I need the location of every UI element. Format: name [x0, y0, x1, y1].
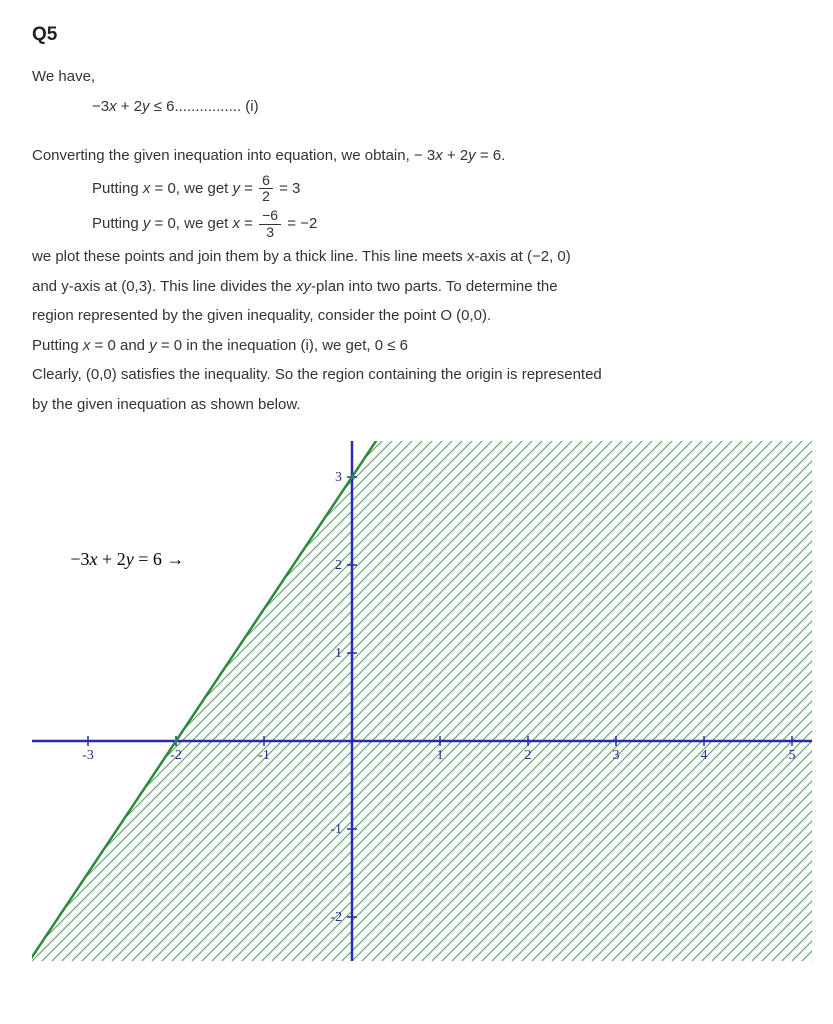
t5c: =: [240, 215, 257, 232]
text-line-10: Clearly, (0,0) satisfies the inequality.…: [32, 362, 801, 388]
t9a: Putting: [32, 337, 83, 354]
t3b: + 2: [443, 147, 468, 164]
t5num: −6: [259, 208, 281, 224]
text-line-11: by the given inequation as shown below.: [32, 392, 801, 418]
t9b: = 0 and: [90, 337, 149, 354]
text-line-6: we plot these points and join them by a …: [32, 244, 801, 270]
svg-text:3: 3: [335, 470, 342, 485]
svg-text:-2: -2: [330, 910, 342, 925]
svg-text:2: 2: [525, 748, 532, 763]
svg-text:-1: -1: [258, 748, 270, 763]
t9c: = 0 in the inequation (i), we get, 0 ≤ 6: [157, 337, 408, 354]
t5b: = 0, we get: [150, 215, 232, 232]
t2a: −3: [92, 98, 109, 115]
text-line-1: We have,: [32, 64, 801, 90]
text-line-2: −3x + 2y ≤ 6................ (i): [32, 94, 801, 120]
text-line-5: Putting y = 0, we get x = −63 = −2: [32, 208, 801, 240]
text-line-7: and y-axis at (0,3). This line divides t…: [32, 274, 801, 300]
question-heading: Q5: [32, 24, 801, 46]
svg-text:3: 3: [613, 748, 620, 763]
svg-text:1: 1: [437, 748, 444, 763]
t7b: -plan into two parts. To determine the: [311, 278, 558, 295]
text-line-3: Converting the given inequation into equ…: [32, 143, 801, 169]
t2x: x: [109, 98, 117, 115]
t5frac: −63: [259, 208, 281, 240]
t4d: = 3: [275, 179, 300, 196]
inequality-graph: -3-2-112345-4-3-2-112345−3x + 2y = 6 →: [32, 441, 801, 965]
text-line-4: Putting x = 0, we get y = 62 = 3: [32, 173, 801, 205]
svg-text:-3: -3: [82, 748, 94, 763]
svg-text:2: 2: [335, 558, 342, 573]
t4y: y: [233, 179, 241, 196]
t3a: Converting the given inequation into equ…: [32, 147, 435, 164]
svg-text:−3x + 2y = 6 →: −3x + 2y = 6 →: [70, 549, 184, 569]
svg-text:1: 1: [335, 646, 342, 661]
text-line-9: Putting x = 0 and y = 0 in the inequatio…: [32, 333, 801, 359]
t3c: = 6.: [476, 147, 506, 164]
svg-text:-1: -1: [330, 822, 342, 837]
t4den: 2: [259, 189, 273, 204]
t3x: x: [435, 147, 443, 164]
text-line-8: region represented by the given inequali…: [32, 303, 801, 329]
svg-text:4: 4: [701, 748, 708, 763]
t5den: 3: [259, 225, 281, 240]
t7xy: xy: [296, 278, 311, 295]
t9y: y: [149, 337, 157, 354]
t3y: y: [468, 147, 476, 164]
graph-svg: -3-2-112345-4-3-2-112345−3x + 2y = 6 →: [32, 441, 812, 961]
t4a: Putting: [92, 179, 143, 196]
t2y: y: [142, 98, 150, 115]
t5a: Putting: [92, 215, 143, 232]
t2c: ≤ 6................ (i): [150, 98, 259, 115]
t4frac: 62: [259, 173, 273, 205]
t5d: = −2: [283, 215, 317, 232]
t4num: 6: [259, 173, 273, 189]
svg-text:5: 5: [789, 748, 796, 763]
t4b: = 0, we get: [150, 179, 232, 196]
t2b: + 2: [117, 98, 142, 115]
svg-text:-2: -2: [170, 748, 182, 763]
t7a: and y-axis at (0,3). This line divides t…: [32, 278, 296, 295]
t4c: =: [240, 179, 257, 196]
t5x: x: [233, 215, 241, 232]
